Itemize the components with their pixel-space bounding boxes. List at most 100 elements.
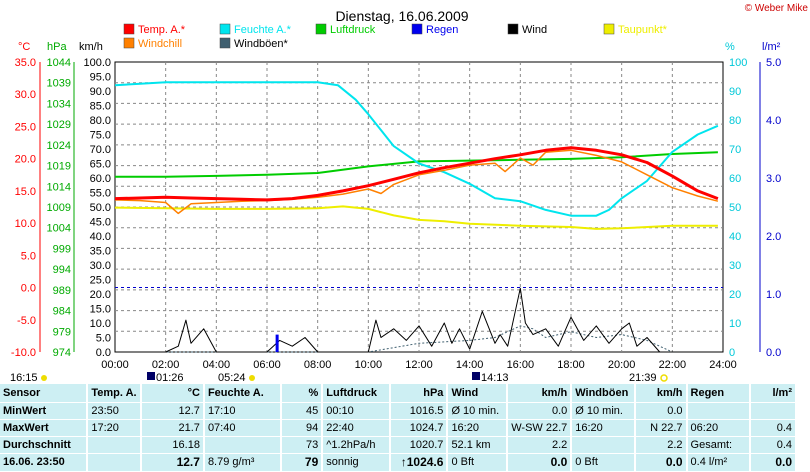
legend-swatch bbox=[603, 23, 615, 35]
table-row: 16.06. 23:50 12.7 8.79 g/m³ 79 sonnig ↑1024.6… bbox=[0, 453, 798, 472]
legend-swatch bbox=[219, 37, 231, 49]
x-tick-label: 18:00 bbox=[557, 359, 585, 371]
table-row: MaxWert 17:20 21.7 07:40 94 22:40 1024.7 16:20 W… bbox=[0, 419, 798, 437]
table-cell bbox=[87, 436, 143, 454]
wind-tick-label: 85.0 bbox=[90, 101, 111, 113]
tempa-line bbox=[114, 146, 719, 202]
table-cell bbox=[749, 402, 798, 420]
table-cell: 00:10 bbox=[322, 402, 391, 420]
table-cell: 06:20 bbox=[686, 419, 751, 437]
pressure-tick-label: 974 bbox=[53, 347, 71, 359]
x-tick-label: 24:00 bbox=[709, 359, 737, 371]
table-cell: 73 bbox=[281, 436, 324, 454]
table-cell: 79 bbox=[281, 453, 324, 472]
table-cell: 2.2 bbox=[635, 436, 688, 454]
wind-tick-label: 10.0 bbox=[90, 318, 111, 330]
table-cell: 0.0 bbox=[635, 402, 688, 420]
x-tick-label: 20:00 bbox=[608, 359, 636, 371]
axis-unit-labels: °C hPa km/h % l/m² bbox=[18, 41, 781, 53]
luftdruck-line bbox=[115, 151, 718, 178]
taupunkt-line bbox=[114, 205, 718, 230]
temp-tick-label: 20.0 bbox=[15, 154, 36, 166]
table-header-cell: Windböen bbox=[571, 384, 637, 403]
table-cell: N 22.7 bbox=[635, 419, 688, 437]
temp-unit-label: °C bbox=[18, 41, 30, 53]
table-cell: 0.0 bbox=[749, 453, 798, 472]
table-row: MinWert 23:50 12.7 17:10 45 00:10 1016.5 Ø 10 m… bbox=[0, 402, 798, 420]
wind-tick-label: 80.0 bbox=[90, 115, 111, 127]
table-cell: 0 Bft bbox=[571, 453, 637, 472]
table-cell: 8.79 g/m³ bbox=[203, 453, 283, 472]
table-cell: 52.1 km bbox=[447, 436, 509, 454]
x-tick-label: 16:00 bbox=[507, 359, 535, 371]
wind-unit-label: km/h bbox=[79, 41, 103, 53]
wind-tick-label: 25.0 bbox=[90, 275, 111, 287]
pressure-tick-label: 1014 bbox=[47, 181, 71, 193]
table-cell: MaxWert bbox=[0, 419, 89, 437]
table-header-cell: Temp. A. bbox=[87, 384, 143, 403]
table-cell: 16.06. 23:50 bbox=[0, 453, 89, 472]
table-cell: sonnig bbox=[322, 453, 391, 472]
table-cell: ↑1024.6 bbox=[389, 453, 449, 472]
table-cell: 0.0 bbox=[635, 453, 688, 472]
pressure-tick-label: 1029 bbox=[47, 119, 71, 131]
legend-label: Windböen* bbox=[234, 38, 289, 50]
rain-tick-label: 1.0 bbox=[766, 289, 781, 301]
left-time-label: 16:15 bbox=[10, 372, 38, 384]
chart-legend: Temp. A.* Feuchte A.* Luftdruck Regen Wind Ta… bbox=[123, 23, 668, 50]
table-cell: 16:20 bbox=[571, 419, 637, 437]
wind-tick-label: 65.0 bbox=[90, 159, 111, 171]
humidity-tick-label: 50 bbox=[729, 202, 741, 214]
table-header-cell: °C bbox=[141, 384, 205, 403]
sunrise-icon bbox=[249, 375, 255, 381]
wind-tick-label: 0.0 bbox=[96, 347, 111, 359]
rain-tick-label: 5.0 bbox=[766, 57, 781, 69]
table-header-cell: Feuchte A. bbox=[203, 384, 283, 403]
legend-label: Windchill bbox=[138, 38, 182, 50]
wind-tick-label: 5.0 bbox=[96, 333, 111, 345]
legend-label: Taupunkt* bbox=[618, 24, 668, 36]
sunrise-time-label: 05:24 bbox=[218, 372, 246, 384]
sunset-time-label: 21:39 bbox=[629, 372, 657, 384]
humidity-tick-label: 60 bbox=[729, 173, 741, 185]
wind-tick-label: 100.0 bbox=[83, 57, 111, 69]
time-markers: 16:15 01:26 05:24 14:13 21:39 bbox=[10, 372, 668, 384]
table-cell: Gesamt: bbox=[686, 436, 751, 454]
table-header-cell: Luftdruck bbox=[322, 384, 391, 403]
table-cell: 07:40 bbox=[203, 419, 283, 437]
table-row: Durchschnitt 16.18 73 ^1.2hPa/h 1020.7 52.1 k… bbox=[0, 436, 798, 454]
temp-tick-label: 35.0 bbox=[15, 57, 36, 69]
sunset-icon bbox=[660, 374, 668, 382]
legend-swatch bbox=[507, 23, 519, 35]
pressure-tick-label: 1024 bbox=[47, 140, 71, 152]
legend-label: Luftdruck bbox=[330, 24, 376, 36]
pressure-unit-label: hPa bbox=[47, 41, 67, 53]
humidity-tick-label: 90 bbox=[729, 86, 741, 98]
table-header-cell: Wind bbox=[447, 384, 509, 403]
pressure-tick-label: 989 bbox=[53, 285, 71, 297]
pressure-tick-label: 994 bbox=[53, 264, 71, 276]
windchill-line bbox=[114, 149, 719, 215]
x-tick-label: 00:00 bbox=[101, 359, 129, 371]
table-cell bbox=[87, 453, 143, 472]
rain-tick-label: 2.0 bbox=[766, 231, 781, 243]
humidity-tick-label: 10 bbox=[729, 318, 741, 330]
pressure-tick-label: 984 bbox=[53, 306, 71, 318]
legend-swatch bbox=[123, 23, 135, 35]
table-cell: ^1.2hPa/h bbox=[322, 436, 391, 454]
x-tick-label: 14:00 bbox=[456, 359, 484, 371]
temp-tick-label: -10.0 bbox=[11, 347, 36, 359]
table-cell bbox=[571, 436, 637, 454]
pressure-tick-label: 1019 bbox=[47, 161, 71, 173]
legend-label: Temp. A.* bbox=[138, 24, 186, 36]
table-cell: W-SW 22.7 bbox=[507, 419, 573, 437]
feuchtea-line bbox=[114, 81, 719, 217]
x-tick-label: 08:00 bbox=[304, 359, 332, 371]
wind-tick-label: 55.0 bbox=[90, 188, 111, 200]
table-cell: 0.4 bbox=[749, 436, 798, 454]
humidity-unit-label: % bbox=[725, 41, 735, 53]
table-cell: 21.7 bbox=[141, 419, 205, 437]
wind-tick-label: 45.0 bbox=[90, 217, 111, 229]
chart-series bbox=[114, 81, 723, 353]
table-cell: Durchschnitt bbox=[0, 436, 89, 454]
